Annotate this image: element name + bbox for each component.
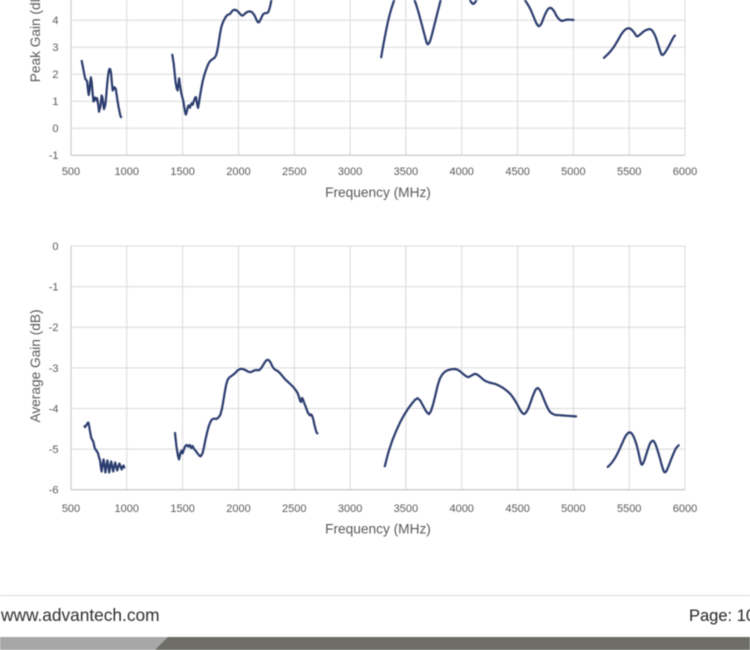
- svg-text:2000: 2000: [226, 503, 250, 515]
- svg-text:500: 500: [62, 166, 80, 178]
- svg-text:-2: -2: [49, 322, 59, 334]
- svg-text:5500: 5500: [617, 166, 641, 178]
- svg-text:1500: 1500: [170, 503, 194, 515]
- svg-text:Peak Gain (dB): Peak Gain (dB): [28, 0, 43, 82]
- svg-text:2500: 2500: [282, 503, 306, 515]
- svg-text:-5: -5: [49, 444, 59, 456]
- svg-text:4500: 4500: [505, 503, 529, 515]
- svg-text:5000: 5000: [561, 503, 585, 515]
- svg-text:-3: -3: [49, 363, 59, 375]
- svg-text:3500: 3500: [394, 503, 418, 515]
- svg-text:1000: 1000: [115, 503, 139, 515]
- svg-text:6000: 6000: [673, 166, 697, 178]
- svg-text:3000: 3000: [338, 503, 362, 515]
- svg-text:1000: 1000: [115, 166, 139, 178]
- svg-text:1500: 1500: [170, 166, 194, 178]
- svg-text:4500: 4500: [505, 166, 529, 178]
- svg-text:3: 3: [52, 42, 58, 54]
- svg-text:6000: 6000: [673, 503, 697, 515]
- svg-text:-1: -1: [49, 282, 59, 294]
- svg-text:-6: -6: [49, 485, 59, 497]
- svg-text:-4: -4: [49, 404, 59, 416]
- svg-text:4000: 4000: [449, 503, 473, 515]
- svg-text:1: 1: [52, 96, 58, 108]
- svg-text:4000: 4000: [449, 166, 473, 178]
- svg-text:2500: 2500: [282, 166, 306, 178]
- svg-text:4: 4: [52, 15, 58, 27]
- svg-text:0: 0: [52, 241, 58, 253]
- svg-text:2000: 2000: [226, 166, 250, 178]
- svg-text:0: 0: [52, 123, 58, 135]
- svg-text:500: 500: [62, 503, 80, 515]
- svg-text:-1: -1: [49, 150, 59, 162]
- svg-text:Average Gain (dB): Average Gain (dB): [28, 309, 43, 422]
- svg-text:5000: 5000: [561, 166, 585, 178]
- svg-text:3500: 3500: [394, 166, 418, 178]
- svg-text:Frequency (MHz): Frequency (MHz): [325, 522, 431, 537]
- svg-text:3000: 3000: [338, 166, 362, 178]
- svg-text:5500: 5500: [617, 503, 641, 515]
- svg-text:Frequency (MHz): Frequency (MHz): [325, 185, 431, 200]
- svg-text:2: 2: [52, 69, 58, 81]
